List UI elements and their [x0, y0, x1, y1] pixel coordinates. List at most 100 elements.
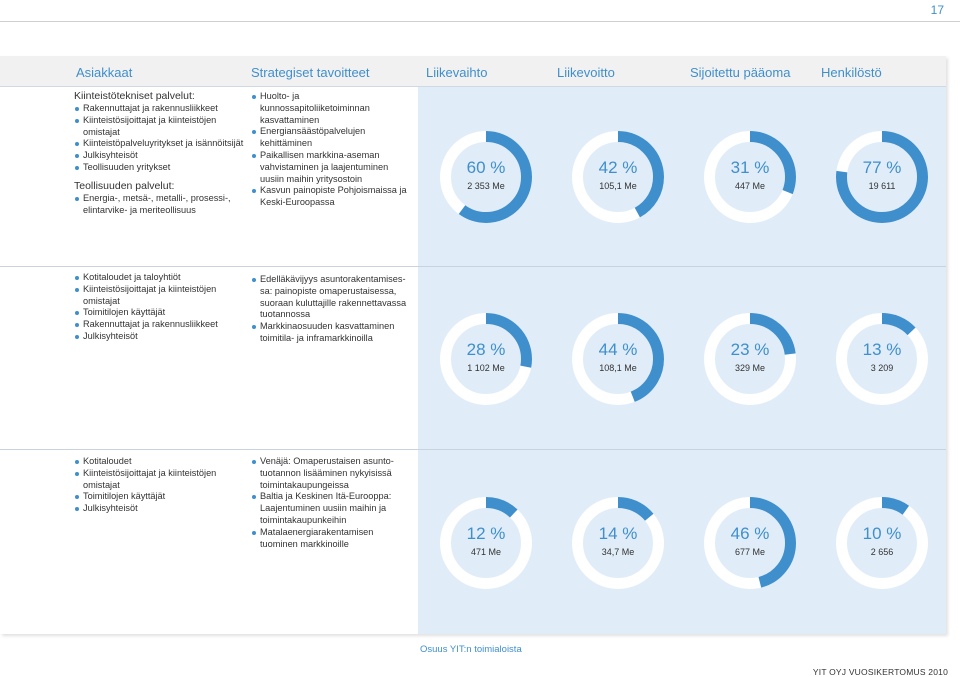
customer-item: Kiinteistösijoittajat ja kiinteistöjen o… [74, 284, 244, 308]
strategy-list: Edelläkävijyys asuntorakentamises-sa: pa… [251, 274, 409, 345]
customer-item: Kotitaloudet [74, 456, 244, 468]
customer-item: Teollisuuden yritykset [74, 162, 244, 174]
header-strategy: Strategiset tavoitteet [251, 65, 370, 80]
donut-chart [704, 497, 796, 589]
customer-item: Kotitaloudet ja taloyhtiöt [74, 272, 244, 284]
donut-percent: 31 % [730, 158, 770, 177]
segment-table: Asiakkaat Strategiset tavoitteet Liikevaih… [0, 56, 946, 634]
customer-list: Kotitaloudet ja taloyhtiöt Kiinteistösijo… [74, 272, 244, 343]
header-net-sales: Liikevaihto [426, 65, 488, 80]
strategy-item: Edelläkävijyys asuntorakentamises-sa: pa… [251, 274, 409, 321]
net-sales-donut: 12 % 471 Me [439, 496, 533, 590]
personnel-donut: 13 % 3 209 [835, 312, 929, 406]
strategy-item: Venäjä: Omaperustaisen asunto-tuotannon … [251, 456, 409, 491]
donut-share-arc [704, 497, 796, 589]
operating-profit-donut: 44 % 108,1 Me [571, 312, 665, 406]
operating-profit-donut: 42 % 105,1 Me [571, 130, 665, 224]
customers-cell: Kotitaloudet Kiinteistösijoittajat ja kii… [74, 456, 244, 515]
donut-value: 105,1 Me [599, 181, 637, 191]
donut-value: 677 Me [734, 547, 766, 557]
strategy-item: Paikallisen markkina-aseman vahvistamine… [251, 150, 409, 185]
customer-list: Rakennuttajat ja rakennusliikkeet Kiintei… [74, 103, 244, 174]
donut-percent: 44 % [598, 340, 638, 359]
customer-item: Julkisyhteisöt [74, 150, 244, 162]
donut-chart [704, 131, 796, 223]
header-customers: Asiakkaat [76, 65, 133, 80]
strategy-item: Baltia ja Keskinen Itä-Eurooppa: Laajent… [251, 491, 409, 526]
donut-chart [440, 497, 532, 589]
row-divider [0, 449, 946, 450]
customer-item: Kiinteistösijoittajat ja kiinteistöjen o… [74, 468, 244, 492]
row-divider [0, 266, 946, 267]
donut-chart [836, 497, 928, 589]
customer-item: Energia-, metsä-, metalli-, prosessi-, e… [74, 193, 244, 217]
customers-cell: Kiinteistötekniset palvelut: Rakennuttaja… [74, 89, 244, 216]
donut-share-arc [572, 313, 664, 405]
capital-employed-donut: 31 % 447 Me [703, 130, 797, 224]
customer-group-title: Teollisuuden palvelut: [74, 179, 175, 192]
donut-value: 108,1 Me [599, 363, 637, 373]
customer-item: Kiinteistöpalveluyritykset ja isännöitsi… [74, 138, 244, 150]
donut-track [440, 497, 532, 589]
donut-chart [572, 497, 664, 589]
header-personnel: Henkilöstö [821, 65, 882, 80]
donut-percent: 23 % [730, 340, 770, 359]
donut-value: 3 209 [870, 363, 894, 373]
donut-share-arc [572, 497, 664, 589]
donut-value: 19 611 [868, 181, 896, 191]
customer-item: Julkisyhteisöt [74, 331, 244, 343]
customer-group-title: Kiinteistötekniset palvelut: [74, 90, 195, 102]
donut-share-arc [704, 313, 796, 405]
customer-item: Toimitilojen käyttäjät [74, 307, 244, 319]
net-sales-donut: 28 % 1 102 Me [439, 312, 533, 406]
top-rule [0, 21, 960, 22]
net-sales-donut: 60 % 2 353 Me [439, 130, 533, 224]
donut-share-arc [836, 131, 928, 223]
donut-value: 2 656 [870, 547, 894, 557]
donut-percent: 42 % [598, 158, 638, 177]
donut-chart [572, 313, 664, 405]
customer-item: Rakennuttajat ja rakennusliikkeet [74, 319, 244, 331]
donut-percent: 77 % [862, 158, 902, 177]
strategy-item: Energiansäästöpalvelujen kehittäminen [251, 126, 409, 150]
personnel-donut: 10 % 2 656 [835, 496, 929, 590]
strategy-item: Matalaenergiarakentamisen tuominen markk… [251, 527, 409, 551]
strategy-item: Huolto- ja kunnossapitoliiketoiminnan ka… [251, 91, 409, 126]
strategy-item: Kasvun painopiste Pohjoismaissa ja Keski… [251, 185, 409, 209]
donut-share-arc [836, 313, 928, 405]
customer-item: Rakennuttajat ja rakennusliikkeet [74, 103, 244, 115]
strategy-list: Venäjä: Omaperustaisen asunto-tuotannon … [251, 456, 409, 550]
donut-share-arc [440, 131, 532, 223]
donut-track [836, 497, 928, 589]
header-row: Asiakkaat Strategiset tavoitteet Liikevaih… [0, 56, 946, 86]
personnel-donut: 77 % 19 611 [835, 130, 929, 224]
donut-value: 2 353 Me [467, 181, 505, 191]
donut-value: 447 Me [734, 181, 766, 191]
capital-employed-donut: 46 % 677 Me [703, 496, 797, 590]
header-capital-employed: Sijoitettu pääoma [690, 65, 791, 80]
customer-item: Kiinteistösijoittajat ja kiinteistöjen o… [74, 115, 244, 139]
donut-share-arc [704, 131, 796, 223]
donut-share-arc [440, 313, 532, 405]
share-of-segments-link[interactable]: Osuus YIT:n toimialoista [420, 644, 522, 655]
header-divider [0, 86, 946, 87]
donut-chart [704, 313, 796, 405]
customer-item: Julkisyhteisöt [74, 503, 244, 515]
header-operating-profit: Liikevoitto [557, 65, 615, 80]
strategy-cell: Huolto- ja kunnossapitoliiketoiminnan ka… [251, 91, 409, 209]
donut-chart [440, 131, 532, 223]
donut-chart [440, 313, 532, 405]
customer-list: Energia-, metsä-, metalli-, prosessi-, e… [74, 193, 244, 217]
strategy-list: Huolto- ja kunnossapitoliiketoiminnan ka… [251, 91, 409, 209]
metrics-background [418, 56, 946, 634]
donut-share-arc [572, 131, 664, 223]
customer-item: Toimitilojen käyttäjät [74, 491, 244, 503]
donut-chart [836, 131, 928, 223]
donut-value: 34,7 Me [601, 547, 635, 557]
donut-value: 1 102 Me [467, 363, 505, 373]
donut-percent: 60 % [466, 158, 506, 177]
publication-title: YIT OYJ VUOSIKERTOMUS 2010 [812, 667, 948, 677]
donut-percent: 10 % [862, 524, 902, 543]
donut-percent: 12 % [466, 524, 506, 543]
donut-percent: 46 % [730, 524, 770, 543]
